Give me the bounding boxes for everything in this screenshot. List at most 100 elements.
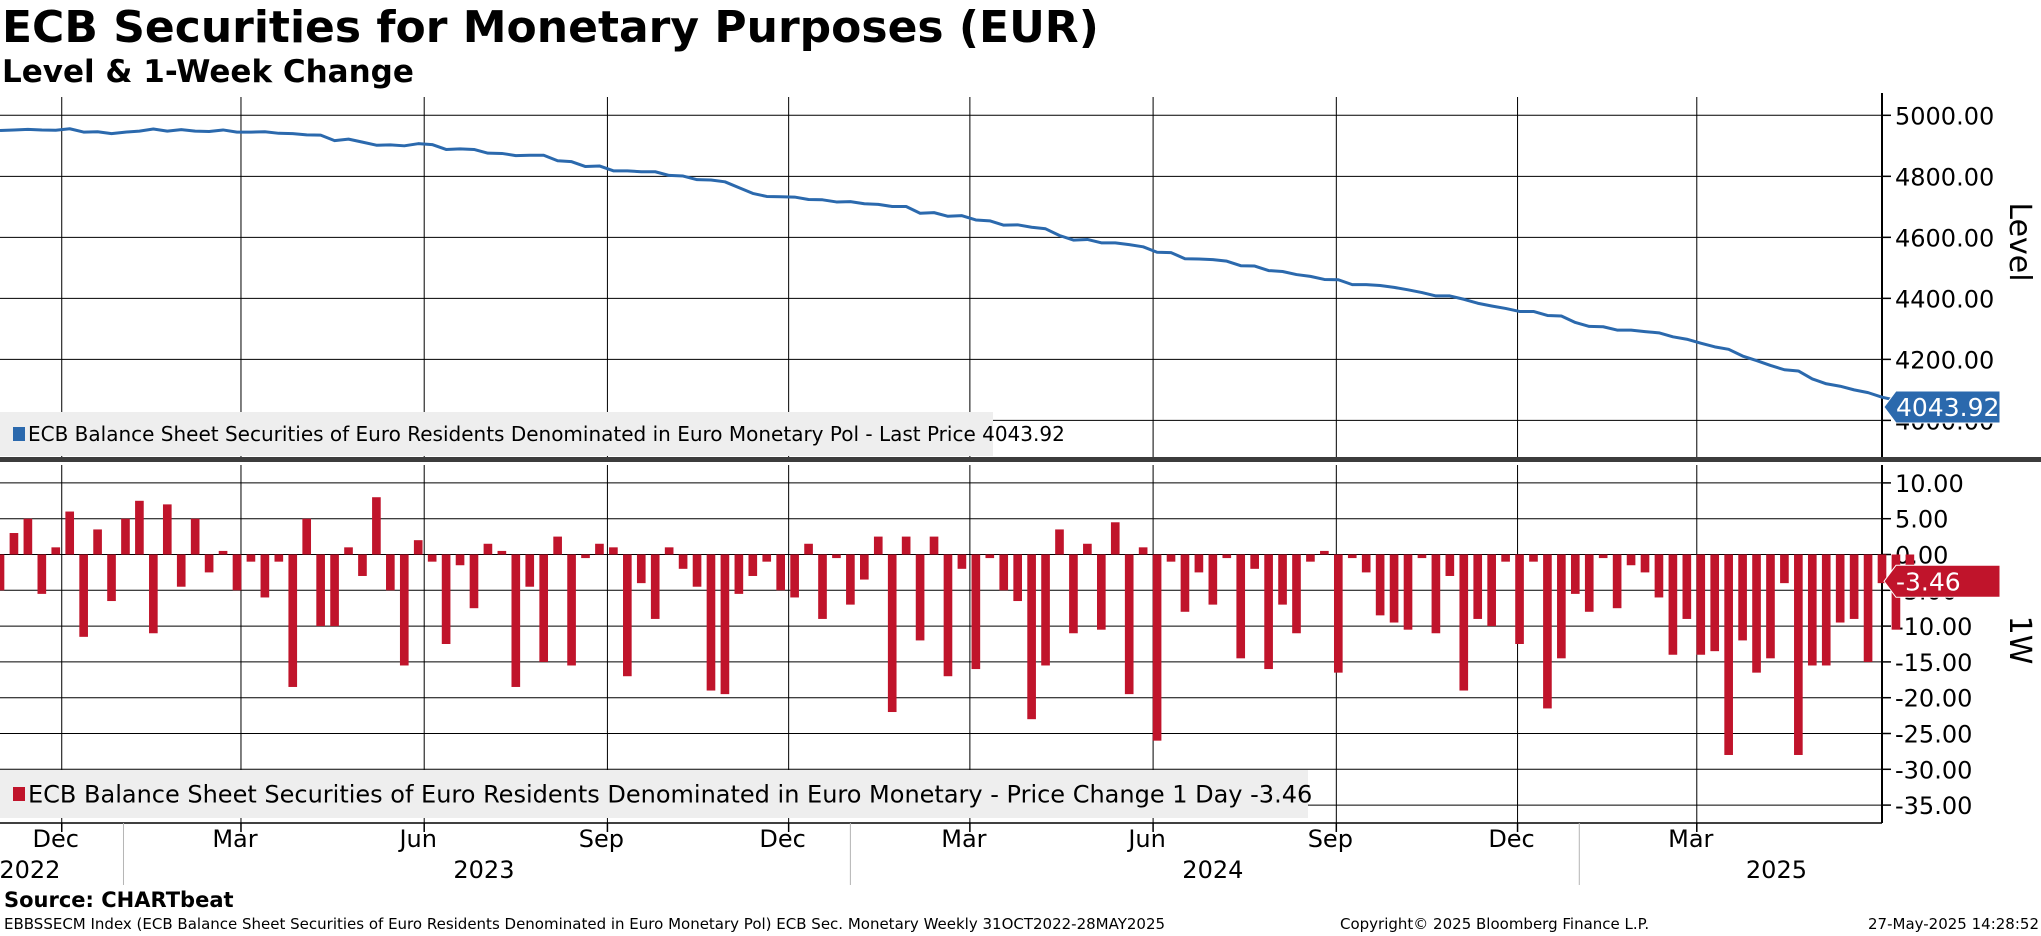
bar-1w: [1250, 554, 1259, 569]
bar-1w: [1557, 554, 1566, 659]
bar-1w: [358, 554, 367, 576]
bar-1w: [1361, 554, 1371, 573]
bar-1w: [1333, 554, 1343, 673]
bar-1w: [413, 540, 423, 555]
bar-1w: [1222, 554, 1232, 559]
bar-1w: [832, 554, 841, 559]
x-tick-label-month: Dec: [33, 825, 79, 853]
legend-level-text: ECB Balance Sheet Securities of Euro Res…: [28, 422, 1065, 446]
bar-1w: [1375, 554, 1385, 616]
bar-1w: [497, 550, 507, 555]
ytick-label-1w: -25.00: [1895, 721, 1972, 749]
bar-1w: [1138, 547, 1148, 555]
bar-1w: [288, 554, 298, 687]
x-tick-label-month: Mar: [1668, 825, 1713, 853]
x-tick-label-month: Jun: [397, 825, 437, 853]
x-tick-label-month: Sep: [1308, 825, 1353, 853]
bar-1w: [1668, 554, 1678, 655]
bar-1w: [1682, 554, 1692, 619]
bar-1w: [1236, 554, 1246, 659]
bar-1w: [553, 536, 562, 555]
bar-1w: [1278, 554, 1287, 605]
bar-1w: [971, 554, 981, 670]
x-tick-label-month: Mar: [941, 825, 986, 853]
source-label: Source: CHARTbeat: [4, 888, 234, 912]
bar-1w: [316, 554, 325, 627]
bar-1w: [65, 511, 75, 555]
bar-1w: [748, 554, 758, 576]
bar-1w: [734, 554, 744, 594]
bar-1w: [999, 554, 1009, 591]
bar-1w: [51, 547, 61, 555]
bar-1w: [650, 554, 660, 619]
bar-1w: [1598, 554, 1608, 559]
bar-1w: [664, 547, 674, 555]
bar-1w: [135, 500, 144, 555]
bar-1w: [804, 543, 813, 555]
y-axis-title-1w: 1W: [2002, 616, 2037, 665]
bar-1w: [149, 554, 158, 634]
bar-1w: [1515, 554, 1524, 644]
bar-1w: [1877, 554, 1887, 584]
legend-1w-text: ECB Balance Sheet Securities of Euro Res…: [28, 781, 1312, 809]
bar-1w: [1696, 554, 1706, 655]
bar-1w: [260, 554, 270, 598]
bar-1w: [1710, 554, 1720, 652]
bar-1w: [1501, 554, 1510, 562]
bar-1w: [873, 536, 883, 555]
bar-1w: [595, 543, 604, 555]
ytick-label-level: 5000.00: [1895, 102, 1994, 130]
ytick-label-1w: -15.00: [1895, 649, 1972, 677]
bar-1w: [1027, 554, 1036, 720]
bar-1w: [1320, 550, 1329, 555]
bar-1w: [860, 554, 869, 580]
x-tick-label-year: 2022: [0, 856, 60, 884]
bar-1w: [302, 518, 312, 555]
last-value-level-bg: [1883, 390, 2001, 424]
bar-1w: [1780, 554, 1789, 584]
bar-1w: [176, 554, 186, 587]
bar-1w: [441, 554, 451, 644]
bar-1w: [1584, 554, 1594, 612]
ytick-label-level: 4400.00: [1895, 285, 1994, 313]
ytick-label-1w: -10.00: [1895, 613, 1972, 641]
bar-1w: [762, 554, 772, 562]
bar-1w: [190, 518, 200, 555]
bar-1w: [79, 554, 88, 637]
bar-1w: [985, 554, 995, 559]
x-tick-label-month: Dec: [759, 825, 805, 853]
legend-1w-swatch: [13, 787, 25, 801]
bar-1w: [1069, 554, 1078, 634]
bar-1w: [1752, 554, 1761, 673]
bar-1w: [1821, 554, 1831, 666]
bar-1w: [539, 554, 549, 662]
bar-1w: [1724, 554, 1733, 755]
x-tick-label-month: Mar: [212, 825, 257, 853]
bar-1w: [483, 543, 493, 555]
panel-separator: [0, 457, 2041, 462]
bar-1w: [372, 497, 381, 555]
bar-1w: [943, 554, 953, 677]
bar-1w: [274, 554, 284, 562]
bar-1w: [818, 554, 827, 619]
last-value-1w-text: -3.46: [1896, 567, 1961, 596]
bar-1w: [1849, 554, 1859, 619]
ytick-label-1w: 10.00: [1895, 470, 1964, 498]
bar-1w: [0, 554, 5, 591]
ytick-label-level: 4800.00: [1895, 163, 1994, 191]
copyright: Copyright© 2025 Bloomberg Finance L.P.: [1340, 915, 1650, 933]
bar-1w: [1041, 554, 1050, 666]
level-series-line: [0, 127, 1938, 409]
bar-1w: [455, 554, 465, 566]
chart-subtitle: Level & 1-Week Change: [2, 54, 414, 90]
bar-1w: [232, 554, 242, 591]
bar-1w: [469, 554, 479, 609]
index-info: EBBSSECM Index (ECB Balance Sheet Securi…: [4, 915, 1166, 933]
last-value-1w-bg: [1883, 564, 2001, 598]
bar-1w: [1487, 554, 1496, 627]
bar-1w: [1417, 554, 1427, 559]
bar-1w: [204, 554, 214, 573]
bar-1w: [511, 554, 521, 687]
bar-1w: [692, 554, 702, 587]
